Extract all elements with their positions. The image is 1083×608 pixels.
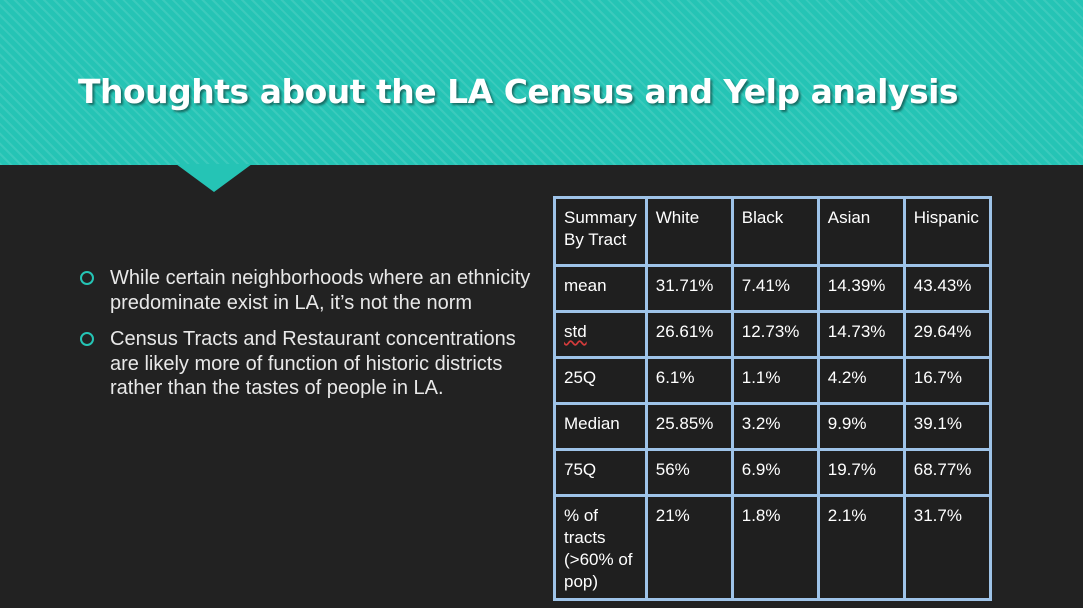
circle-bullet-icon: [80, 271, 94, 285]
table-cell: 19.7%: [816, 448, 906, 497]
header-cell: Asian: [816, 196, 906, 267]
table-row: mean 31.71% 7.41% 14.39% 43.43%: [553, 264, 992, 313]
row-label: Median: [553, 402, 648, 451]
bullet-item: While certain neighborhoods where an eth…: [78, 266, 533, 315]
row-label: 75Q: [553, 448, 648, 497]
table-header-row: Summary By Tract White Black Asian Hispa…: [553, 196, 992, 267]
slide-title: Thoughts about the LA Census and Yelp an…: [78, 72, 959, 111]
table-cell: 16.7%: [902, 356, 992, 405]
table-cell: 43.43%: [902, 264, 992, 313]
table-row: % of tracts (>60% of pop) 21% 1.8% 2.1% …: [553, 494, 992, 601]
summary-table: Summary By Tract White Black Asian Hispa…: [553, 196, 992, 601]
title-banner: [0, 0, 1083, 165]
table-cell: 31.71%: [644, 264, 734, 313]
header-cell: White: [644, 196, 734, 267]
header-cell: Summary By Tract: [553, 196, 648, 267]
table-cell: 29.64%: [902, 310, 992, 359]
table-cell: 9.9%: [816, 402, 906, 451]
row-label: 25Q: [553, 356, 648, 405]
table-cell: 4.2%: [816, 356, 906, 405]
table-cell: 14.39%: [816, 264, 906, 313]
banner-notch: [176, 164, 252, 192]
table-row: 25Q 6.1% 1.1% 4.2% 16.7%: [553, 356, 992, 405]
table-cell: 39.1%: [902, 402, 992, 451]
row-label: std: [553, 310, 648, 359]
std-label: std: [564, 322, 587, 341]
table-cell: 68.77%: [902, 448, 992, 497]
bullet-text: While certain neighborhoods where an eth…: [110, 267, 531, 314]
table-cell: 12.73%: [730, 310, 820, 359]
bullet-list: While certain neighborhoods where an eth…: [78, 266, 533, 413]
table-cell: 3.2%: [730, 402, 820, 451]
table-cell: 21%: [644, 494, 734, 601]
circle-bullet-icon: [80, 332, 94, 346]
table-cell: 25.85%: [644, 402, 734, 451]
table-row: 75Q 56% 6.9% 19.7% 68.77%: [553, 448, 992, 497]
table-cell: 14.73%: [816, 310, 906, 359]
table-cell: 56%: [644, 448, 734, 497]
header-cell: Hispanic: [902, 196, 992, 267]
row-label: % of tracts (>60% of pop): [553, 494, 648, 601]
table-cell: 1.8%: [730, 494, 820, 601]
table-row: Median 25.85% 3.2% 9.9% 39.1%: [553, 402, 992, 451]
bullet-item: Census Tracts and Restaurant concentrati…: [78, 327, 533, 401]
table-cell: 7.41%: [730, 264, 820, 313]
table-cell: 1.1%: [730, 356, 820, 405]
header-cell: Black: [730, 196, 820, 267]
bullet-text: Census Tracts and Restaurant concentrati…: [110, 328, 516, 399]
table-row: std 26.61% 12.73% 14.73% 29.64%: [553, 310, 992, 359]
table-cell: 26.61%: [644, 310, 734, 359]
table-cell: 31.7%: [902, 494, 992, 601]
table-cell: 2.1%: [816, 494, 906, 601]
table-cell: 6.1%: [644, 356, 734, 405]
table-cell: 6.9%: [730, 448, 820, 497]
row-label: mean: [553, 264, 648, 313]
